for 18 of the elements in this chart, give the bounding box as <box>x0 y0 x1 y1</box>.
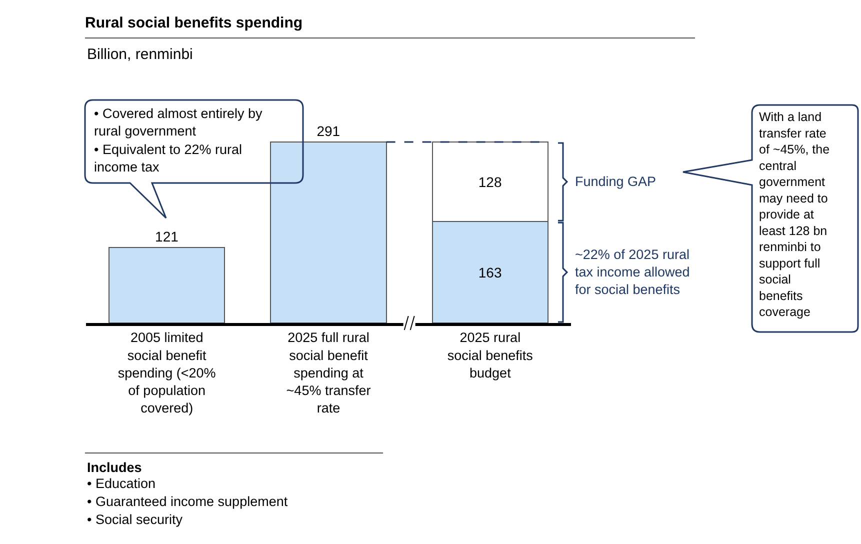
chart-title: Rural social benefits spending <box>85 14 303 32</box>
x-tick-label: 2005 limited social benefit spending (<20% of population covered) <box>118 330 216 416</box>
chart-subtitle: Billion, renminbi <box>87 46 193 63</box>
text: • Social security <box>87 512 183 527</box>
text: ~22% of 2025 rural tax income allowed for social benefits <box>575 247 690 298</box>
data-label: 128 <box>478 174 502 190</box>
text: • Guaranteed income supplement <box>87 494 288 509</box>
x-tick-label: 2025 full rural social benefit spending at ~45% transfer rate <box>286 330 372 416</box>
data-label: 291 <box>316 122 340 139</box>
annotation: • Equivalent to 22% rural income tax <box>94 142 242 175</box>
data-label: 163 <box>478 264 502 280</box>
x-tick-label: 2025 rural social benefits budget <box>447 330 534 380</box>
text: With a land transfer rate of ~45%, the central government may need to provide at least 128 bn renminbi to support full social benefits coverage <box>759 110 830 319</box>
text: • Covered almost entirely by rural government <box>94 106 263 139</box>
text: Funding GAP <box>575 174 656 189</box>
data-label: 121 <box>155 228 179 245</box>
text: Includes <box>87 460 142 475</box>
text: • Education <box>87 476 156 491</box>
